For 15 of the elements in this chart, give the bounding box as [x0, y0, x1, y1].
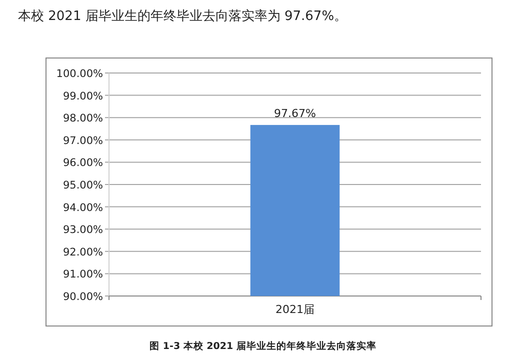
y-tick-label: 98.00%: [62, 112, 104, 125]
y-tick-label: 100.00%: [56, 68, 104, 80]
y-tick-label: 96.00%: [62, 157, 104, 170]
y-tick-label: 92.00%: [62, 246, 104, 258]
data-label: 97.67%: [274, 106, 316, 120]
y-tick-label: 91.00%: [62, 268, 104, 281]
y-tick-label: 95.00%: [62, 180, 104, 192]
y-tick-label: 94.00%: [62, 202, 104, 214]
text: 本校 2021 届毕业生的年终毕业去向落实率为 97.67%。: [18, 8, 348, 24]
y-tick-label: 99.00%: [62, 90, 104, 102]
x-tick-label: 2021届: [276, 303, 314, 316]
text: 图 1-3 本校 2021 届毕业生的年终毕业去向落实率: [150, 340, 376, 352]
y-tick-label: 90.00%: [62, 291, 104, 303]
y-tick-label: 97.00%: [62, 134, 104, 147]
y-tick-label: 93.00%: [62, 224, 104, 236]
